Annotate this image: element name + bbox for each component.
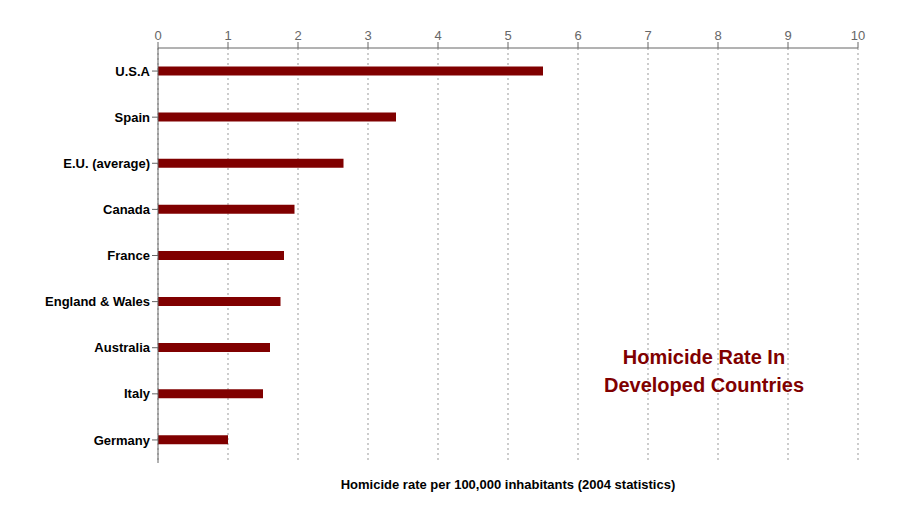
svg-text:Italy: Italy bbox=[124, 386, 151, 401]
svg-text:Australia: Australia bbox=[94, 340, 150, 355]
svg-text:Canada: Canada bbox=[103, 202, 151, 217]
html-text:Homicide rate per 100,000 inha: Homicide rate per 100,000 inhabitants (2… bbox=[340, 477, 676, 492]
svg-text:10: 10 bbox=[851, 28, 865, 43]
svg-text:U.S.A: U.S.A bbox=[115, 64, 150, 79]
svg-text:Germany: Germany bbox=[94, 433, 151, 448]
svg-text:3: 3 bbox=[364, 28, 371, 43]
svg-text:1: 1 bbox=[224, 28, 231, 43]
svg-text:7: 7 bbox=[644, 28, 651, 43]
svg-text:4: 4 bbox=[434, 28, 441, 43]
svg-text:2: 2 bbox=[294, 28, 301, 43]
svg-text:9: 9 bbox=[784, 28, 791, 43]
svg-text:Homicide Rate InDeveloped Coun: Homicide Rate InDeveloped Countries bbox=[604, 346, 804, 396]
svg-text:Spain: Spain bbox=[115, 110, 150, 125]
svg-text:0: 0 bbox=[154, 28, 161, 43]
svg-text:8: 8 bbox=[714, 28, 721, 43]
svg-text:France: France bbox=[107, 248, 150, 263]
svg-text:6: 6 bbox=[574, 28, 581, 43]
svg-text:England & Wales: England & Wales bbox=[45, 294, 150, 309]
svg-text:5: 5 bbox=[504, 28, 511, 43]
svg-text:E.U. (average): E.U. (average) bbox=[63, 156, 150, 171]
